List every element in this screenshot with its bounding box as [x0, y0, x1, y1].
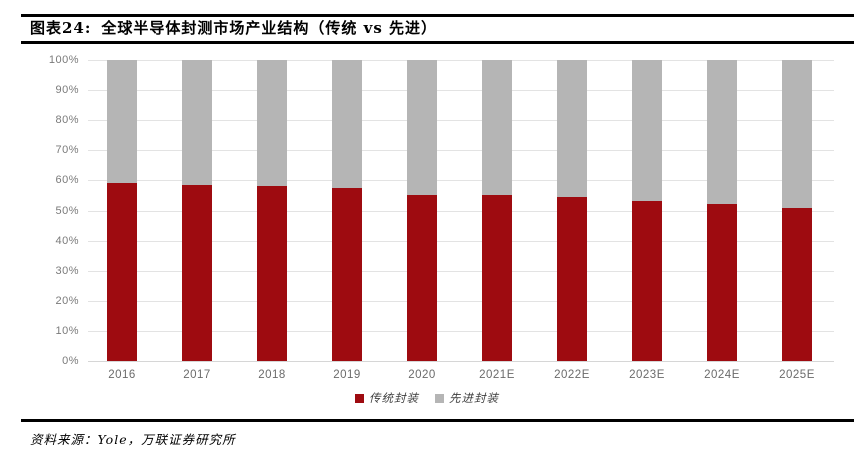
y-axis-tick-label: 100%	[48, 54, 79, 66]
advanced-packaging-segment	[707, 60, 737, 204]
bar-column-2024E	[707, 60, 737, 361]
source-note: 资料来源：Yole，万联证券研究所	[30, 432, 236, 447]
y-axis-tick-label: 40%	[55, 234, 79, 247]
y-axis-tick-label: 20%	[55, 294, 79, 307]
legend-label: 传统封装	[369, 391, 419, 405]
figure-title-text: 全球半导体封测市场产业结构（传统 vs 先进）	[101, 19, 438, 37]
x-axis-label: 2020	[407, 369, 437, 383]
x-axis-label-text: 2018	[258, 369, 286, 381]
gridline	[88, 330, 834, 332]
figure-label: 图表24:	[30, 19, 92, 37]
traditional-packaging-segment	[182, 184, 212, 361]
x-axis-label: 2016	[107, 369, 137, 383]
traditional-packaging-segment	[482, 195, 512, 361]
x-axis-label-text: 2024E	[704, 369, 740, 381]
x-axis-label: 2024E	[704, 369, 740, 383]
top-rule	[21, 14, 854, 17]
x-axis-label-text: 2025E	[779, 369, 815, 381]
gridline	[88, 150, 834, 152]
gridline	[88, 90, 834, 92]
traditional-packaging-segment	[107, 183, 137, 361]
traditional-packaging-segment	[632, 200, 662, 361]
y-axis-tick-label: 0%	[62, 355, 79, 367]
y-axis-tick-label: 50%	[55, 204, 79, 217]
figure-title: 图表24: 全球半导体封测市场产业结构（传统 vs 先进）	[30, 17, 844, 39]
gridline	[88, 120, 834, 122]
x-axis-label-text: 2020	[408, 369, 436, 381]
x-axis-label: 2023E	[629, 369, 665, 383]
traditional-packaging-segment	[782, 208, 812, 361]
legend-item: 先进封装	[435, 390, 499, 406]
bottom-rule	[21, 419, 854, 422]
gridline	[88, 180, 834, 182]
x-axis-label-text: 2022E	[554, 369, 590, 381]
traditional-packaging-segment	[407, 194, 437, 361]
gridline	[88, 60, 834, 61]
gridline	[88, 361, 834, 362]
traditional-packaging-segment	[332, 188, 362, 361]
gridline	[88, 210, 834, 212]
bar-column-2022E	[557, 60, 587, 361]
x-axis-label-text: 2019	[333, 369, 361, 381]
advanced-packaging-segment	[257, 60, 287, 187]
legend-item: 传统封装	[355, 390, 419, 406]
bar-column-2019	[332, 60, 362, 361]
x-axis-label-text: 2023E	[629, 369, 665, 381]
legend-swatch-icon	[355, 393, 364, 403]
x-axis-label-text: 2016	[108, 369, 136, 381]
x-axis-label: 2025E	[779, 369, 815, 383]
plot-area: 0% 10% 20% 30% 40% 50% 60% 70% 80% 90% 100%	[49, 54, 834, 367]
advanced-packaging-segment	[332, 60, 362, 189]
advanced-packaging-segment	[182, 60, 212, 185]
x-axis-label-text: 2021E	[479, 369, 515, 381]
bars-container	[88, 60, 834, 361]
advanced-packaging-segment	[557, 60, 587, 197]
advanced-packaging-segment	[632, 60, 662, 201]
y-axis-tick-label: 90%	[55, 84, 79, 97]
x-axis-label-text: 2017	[183, 369, 211, 381]
y-axis-tick-label: 10%	[55, 324, 79, 337]
legend-label: 先进封装	[449, 391, 499, 405]
advanced-packaging-segment	[782, 60, 812, 209]
gridline	[88, 270, 834, 272]
traditional-packaging-segment	[707, 203, 737, 361]
x-axis-label: 2018	[257, 369, 287, 383]
title-underline-rule	[21, 41, 854, 44]
legend-swatch-icon	[435, 393, 444, 403]
advanced-packaging-segment	[107, 60, 137, 184]
y-axis-tick-label: 70%	[55, 144, 79, 157]
x-axis-label: 2022E	[554, 369, 590, 383]
traditional-packaging-segment	[557, 196, 587, 361]
y-axis-tick-label: 30%	[55, 264, 79, 277]
bar-column-2017	[182, 60, 212, 361]
x-axis-label: 2017	[182, 369, 212, 383]
y-axis-tick-label: 80%	[55, 114, 79, 127]
gridline	[88, 240, 834, 242]
x-axis-label: 2019	[332, 369, 362, 383]
advanced-packaging-segment	[482, 60, 512, 196]
x-axis-labels: 2016 2017 2018 2019 2020 2021E 2022E 2023E 2024E…	[88, 369, 834, 383]
chart-legend: 传统封装 先进封装	[0, 390, 854, 406]
x-axis-label: 2021E	[479, 369, 515, 383]
advanced-packaging-segment	[407, 60, 437, 195]
gridline	[88, 300, 834, 302]
bar-column-2021E	[482, 60, 512, 361]
bar-column-2018	[257, 60, 287, 361]
bar-column-2025E	[782, 60, 812, 361]
bar-column-2023E	[632, 60, 662, 361]
bar-column-2016	[107, 60, 137, 361]
traditional-packaging-segment	[257, 186, 287, 361]
y-axis-tick-label: 60%	[55, 174, 79, 187]
bar-column-2020	[407, 60, 437, 361]
